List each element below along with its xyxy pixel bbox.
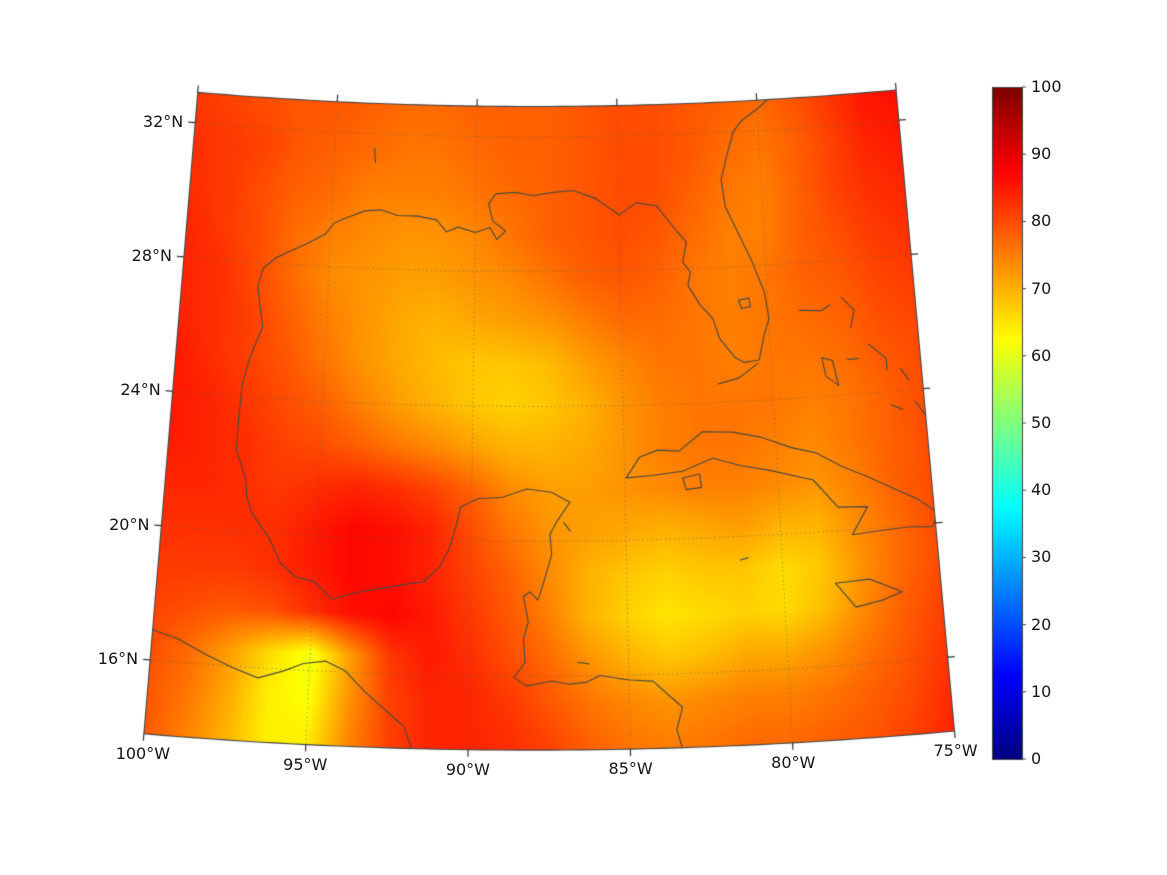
colorbar <box>992 87 1022 759</box>
